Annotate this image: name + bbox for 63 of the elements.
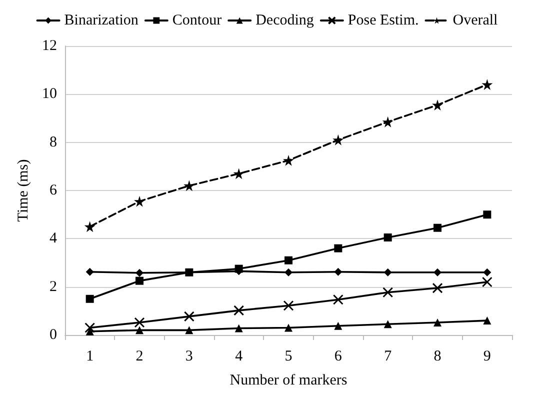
y-tick-label: 4 bbox=[50, 230, 58, 247]
point bbox=[382, 287, 394, 298]
point bbox=[482, 276, 492, 288]
x-tick-label: 8 bbox=[434, 348, 442, 364]
legend-label: Binarization bbox=[64, 12, 139, 28]
point bbox=[483, 210, 492, 219]
point bbox=[432, 282, 443, 294]
point bbox=[136, 276, 144, 285]
x-tick-label: 6 bbox=[334, 348, 342, 364]
legend-label: Contour bbox=[172, 12, 222, 28]
point bbox=[483, 268, 492, 276]
point bbox=[432, 100, 443, 111]
point bbox=[234, 305, 244, 316]
point bbox=[86, 268, 94, 276]
y-axis-title: Time (ms) bbox=[16, 159, 32, 222]
x-tick-label: 3 bbox=[185, 348, 193, 364]
x-tick-label: 9 bbox=[483, 348, 491, 364]
point bbox=[284, 268, 292, 276]
point bbox=[84, 221, 96, 232]
x-tick-label: 5 bbox=[284, 348, 292, 364]
point bbox=[184, 311, 194, 322]
point bbox=[86, 294, 94, 303]
x-axis-title: Number of markers bbox=[230, 372, 348, 388]
point bbox=[184, 180, 195, 192]
x-tick-label: 4 bbox=[235, 348, 244, 364]
point bbox=[134, 196, 145, 207]
point bbox=[384, 320, 392, 328]
y-tick-label: 6 bbox=[50, 182, 58, 198]
point bbox=[434, 224, 442, 232]
legend-label: Decoding bbox=[256, 12, 314, 28]
y-tick-label: 10 bbox=[42, 86, 57, 102]
point bbox=[332, 294, 344, 305]
point bbox=[434, 268, 442, 276]
x-tick-label: 1 bbox=[86, 348, 94, 364]
point bbox=[185, 326, 194, 334]
point bbox=[136, 268, 144, 277]
point bbox=[384, 233, 392, 242]
y-tick-label: 12 bbox=[42, 38, 57, 54]
point bbox=[84, 322, 96, 334]
point bbox=[334, 322, 342, 330]
y-tick-label: 8 bbox=[50, 134, 57, 150]
point bbox=[284, 324, 292, 332]
point bbox=[483, 316, 492, 325]
point bbox=[332, 134, 344, 146]
point bbox=[283, 154, 294, 166]
point bbox=[334, 244, 342, 252]
point bbox=[334, 268, 342, 276]
point bbox=[283, 300, 294, 311]
legend-label: Overall bbox=[452, 12, 498, 28]
legend-label: Pose Estim. bbox=[348, 12, 419, 28]
point bbox=[384, 268, 392, 276]
point bbox=[134, 317, 145, 328]
y-tick-label: 2 bbox=[50, 278, 57, 295]
x-tick-label: 7 bbox=[384, 348, 392, 364]
point bbox=[284, 256, 292, 264]
point bbox=[434, 318, 442, 326]
point bbox=[382, 116, 394, 128]
point bbox=[234, 324, 243, 332]
point bbox=[136, 326, 144, 334]
point bbox=[482, 79, 493, 90]
x-tick-label: 2 bbox=[136, 348, 144, 364]
point bbox=[233, 168, 244, 180]
y-tick-label: 0 bbox=[50, 327, 57, 343]
